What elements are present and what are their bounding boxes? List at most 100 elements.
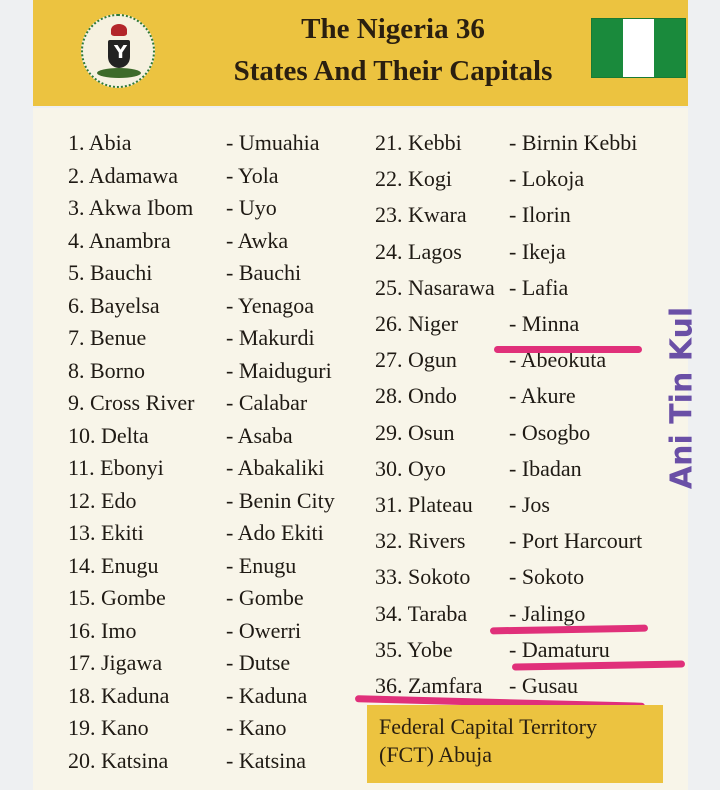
state-row: 16. Imo - Owerri (68, 618, 301, 644)
state-name: 34. Taraba (375, 600, 468, 626)
capital-name: - Enugu (226, 552, 297, 578)
state-name: 20. Katsina (68, 747, 169, 773)
capital-name: - Birnin Kebbi (509, 130, 638, 155)
capital-name: - Lafia (509, 274, 569, 300)
state-name: 4. Anambra (68, 227, 171, 253)
state-row: 24. Lagos - Ikeja (375, 239, 566, 265)
state-row: 28. Ondo - Akure (375, 383, 576, 409)
capital-name: - Kano (226, 715, 287, 740)
state-row: 22. Kogi - Lokoja (375, 166, 584, 192)
state-row: 25. Nasarawa - Lafia (375, 275, 568, 301)
capital-name: - Maiduguri (226, 357, 332, 383)
state-name: 18. Kaduna (68, 682, 170, 708)
state-name: 30. Oyo (375, 455, 446, 481)
state-name: 15. Gombe (68, 585, 166, 610)
state-name: 10. Delta (68, 422, 149, 448)
nigeria-flag-icon (591, 18, 686, 78)
state-name: 2. Adamawa (68, 162, 178, 188)
capital-name: - Abakaliki (226, 455, 325, 480)
capital-name: - Ikeja (509, 238, 566, 264)
state-name: 8. Borno (68, 357, 145, 383)
state-name: 29. Osun (375, 419, 455, 445)
highlight-underline (494, 346, 642, 353)
state-name: 23. Kwara (375, 202, 467, 228)
capital-name: - Jalingo (509, 600, 586, 626)
state-row: 5. Bauchi - Bauchi (68, 260, 301, 286)
state-row: 21. Kebbi - Birnin Kebbi (375, 130, 637, 156)
capital-name: - Kaduna (226, 682, 308, 708)
state-row: 7. Benue - Makurdi (68, 325, 315, 351)
capital-name: - Jos (509, 492, 550, 517)
state-row: 32. Rivers - Port Harcourt (375, 528, 642, 554)
capital-name: - Minna (509, 311, 580, 336)
state-name: 7. Benue (68, 325, 147, 350)
fct-box: Federal Capital Territory (FCT) Abuja (367, 705, 663, 783)
capital-name: - Port Harcourt (509, 528, 643, 554)
state-name: 22. Kogi (375, 166, 452, 192)
state-row: 23. Kwara - Ilorin (375, 202, 571, 228)
state-name: 35. Yobe (375, 636, 453, 662)
state-row: 11. Ebonyi - Abakaliki (68, 455, 324, 481)
state-name: 12. Edo (68, 487, 137, 513)
state-row: 3. Akwa Ibom - Uyo (68, 195, 277, 221)
state-name: 5. Bauchi (68, 260, 153, 285)
capital-name: - Bauchi (226, 260, 302, 285)
state-row: 14. Enugu - Enugu (68, 553, 296, 579)
capital-name: - Uyo (226, 195, 277, 220)
capital-name: - Dutse (226, 650, 291, 675)
capital-name: - Damaturu (509, 636, 610, 662)
state-name: 11. Ebonyi (68, 455, 164, 480)
capital-name: - Owerri (226, 617, 302, 643)
state-row: 9. Cross River - Calabar (68, 390, 307, 416)
capital-name: - Benin City (226, 487, 335, 513)
state-row: 35. Yobe - Damaturu (375, 637, 610, 663)
capital-name: - Lokoja (509, 166, 585, 192)
capital-name: - Ilorin (509, 202, 571, 228)
state-name: 31. Plateau (375, 492, 473, 517)
capital-name: - Sokoto (509, 564, 585, 590)
state-name: 1. Abia (68, 130, 132, 155)
state-name: 26. Niger (375, 311, 459, 336)
state-name: 17. Jigawa (68, 650, 163, 675)
state-name: 9. Cross River (68, 390, 195, 415)
state-row: 1. Abia - Umuahia (68, 130, 319, 156)
state-name: 19. Kano (68, 715, 149, 740)
state-row: 26. Niger - Minna (375, 311, 579, 337)
state-name: 6. Bayelsa (68, 292, 160, 318)
state-row: 13. Ekiti - Ado Ekiti (68, 520, 324, 546)
state-row: 19. Kano - Kano (68, 715, 286, 741)
state-name: 3. Akwa Ibom (68, 195, 194, 220)
capital-name: - Ado Ekiti (226, 520, 324, 545)
states-panel (33, 108, 688, 790)
capital-name: - Umuahia (226, 130, 320, 155)
state-name: 36. Zamfara (375, 673, 483, 698)
state-name: 28. Ondo (375, 383, 457, 409)
page-title: The Nigeria 36 States And Their Capitals (183, 8, 603, 92)
fct-line-1: Federal Capital Territory (379, 714, 597, 739)
watermark: Ani Tin Kul (664, 306, 700, 490)
title-line-1: The Nigeria 36 (301, 13, 485, 45)
capital-name: - Yenagoa (226, 292, 314, 318)
title-line-2: States And Their Capitals (233, 55, 553, 87)
state-name: 21. Kebbi (375, 130, 462, 155)
state-name: 13. Ekiti (68, 520, 144, 545)
state-row: 17. Jigawa - Dutse (68, 650, 290, 676)
state-row: 2. Adamawa - Yola (68, 163, 279, 189)
state-row: 36. Zamfara - Gusau (375, 673, 578, 699)
header-banner: Y The Nigeria 36 States And Their Capita… (33, 0, 688, 106)
state-name: 27. Ogun (375, 347, 457, 373)
state-row: 18. Kaduna - Kaduna (68, 683, 307, 709)
capital-name: - Gusau (509, 673, 579, 698)
state-row: 4. Anambra - Awka (68, 228, 288, 254)
state-name: 14. Enugu (68, 552, 159, 578)
state-name: 33. Sokoto (375, 564, 471, 590)
state-name: 25. Nasarawa (375, 274, 495, 300)
state-row: 12. Edo - Benin City (68, 488, 335, 514)
fct-line-2: (FCT) Abuja (379, 742, 493, 767)
state-name: 16. Imo (68, 617, 137, 643)
state-row: 15. Gombe - Gombe (68, 585, 304, 611)
state-name: 24. Lagos (375, 238, 462, 264)
state-name: 32. Rivers (375, 528, 466, 554)
capital-name: - Calabar (226, 390, 308, 415)
